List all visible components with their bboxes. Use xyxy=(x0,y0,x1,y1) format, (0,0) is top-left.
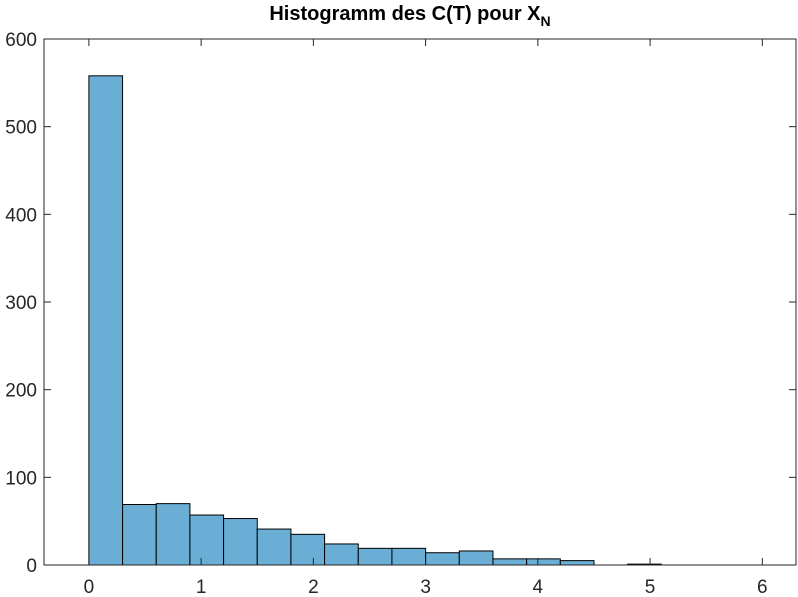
x-tick-label: 3 xyxy=(420,577,431,597)
histogram-bar xyxy=(425,552,460,566)
histogram-bar xyxy=(526,558,561,566)
histogram-bar xyxy=(492,558,528,566)
histogram-bar xyxy=(189,514,225,566)
histogram-bar xyxy=(122,504,157,566)
histogram-bar xyxy=(559,560,595,566)
x-tick-label: 6 xyxy=(757,577,768,597)
axes-box xyxy=(43,38,797,566)
y-tick-label: 300 xyxy=(5,293,37,314)
x-tick-label: 5 xyxy=(645,577,656,597)
histogram-bar xyxy=(290,533,326,566)
x-tick-label: 4 xyxy=(533,577,544,597)
histogram-bar xyxy=(223,518,258,566)
histogram-bar xyxy=(88,75,124,566)
y-tick-label: 200 xyxy=(5,381,37,402)
y-tick-label: 500 xyxy=(5,118,37,139)
y-tick-label: 100 xyxy=(5,468,37,489)
y-axis: 0 100 200 300 400 500 600 xyxy=(5,30,796,577)
x-tick-label: 0 xyxy=(84,577,95,597)
y-tick-label: 600 xyxy=(5,30,37,51)
y-tick-label: 400 xyxy=(5,205,37,226)
chart-title: Histogramm des C(T) pour XN xyxy=(269,3,550,29)
histogram-bar xyxy=(155,503,191,566)
bars-group xyxy=(88,75,662,566)
histogram-bar xyxy=(458,550,494,566)
histogram-bar xyxy=(357,547,393,566)
histogram-bar xyxy=(256,528,292,566)
histogram-bar xyxy=(324,543,359,566)
x-tick-label: 2 xyxy=(308,577,319,597)
histogram-bar xyxy=(391,547,427,566)
y-tick-label: 0 xyxy=(26,556,37,577)
x-axis: 0 1 2 3 4 5 6 xyxy=(84,39,768,597)
x-tick-label: 1 xyxy=(196,577,207,597)
